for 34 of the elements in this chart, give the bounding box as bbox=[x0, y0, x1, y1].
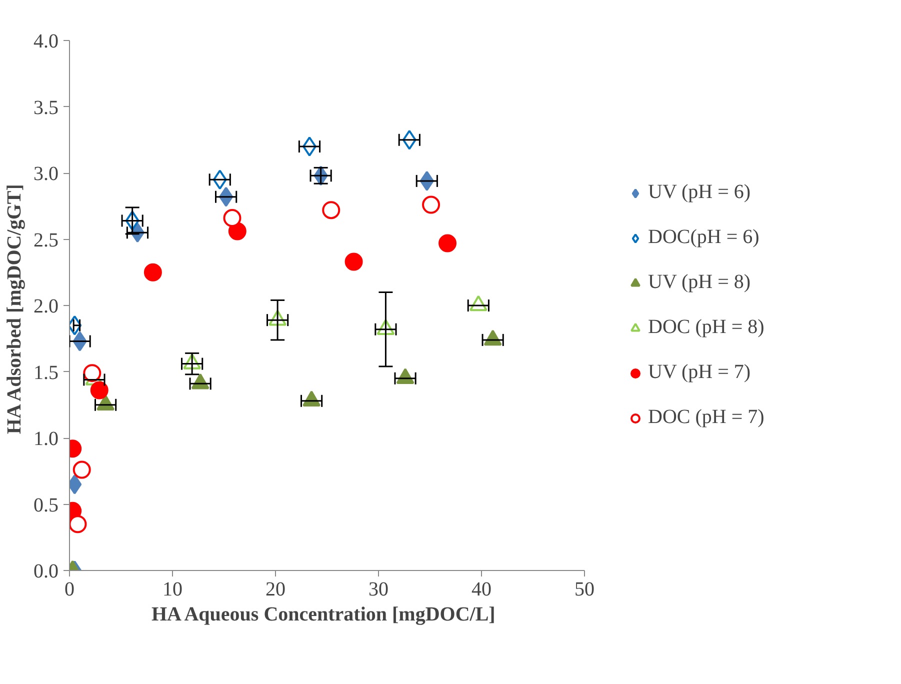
point bbox=[228, 222, 246, 240]
point bbox=[90, 381, 108, 400]
y-tick-label: 0.0 bbox=[34, 560, 58, 582]
point bbox=[72, 460, 91, 479]
y-tick-label: 3.5 bbox=[34, 96, 58, 119]
legend-label: UV (pH = 7) bbox=[648, 361, 751, 384]
legend-label: DOC (pH = 7) bbox=[648, 406, 764, 429]
point bbox=[422, 196, 440, 214]
point bbox=[322, 201, 340, 220]
y-tick-label: 2.0 bbox=[34, 296, 58, 318]
point bbox=[144, 263, 162, 282]
y-tick-label: 1.0 bbox=[34, 428, 58, 450]
legend-label: DOC (pH = 8) bbox=[648, 316, 764, 339]
y-tick-label: 1.5 bbox=[34, 362, 58, 384]
x-tick-label: 10 bbox=[162, 578, 182, 600]
point bbox=[344, 252, 363, 271]
y-tick-label: 4.0 bbox=[34, 30, 58, 52]
point bbox=[70, 515, 87, 534]
y-tick-label: 0.5 bbox=[34, 494, 58, 516]
y-axis-title: HA Adsorbed [mgDOC/gGT] bbox=[4, 184, 26, 434]
legend-label: UV (pH = 6) bbox=[648, 181, 751, 204]
x-tick-label: 20 bbox=[266, 578, 286, 600]
point bbox=[223, 209, 242, 228]
point bbox=[438, 234, 457, 252]
legend-label: DOC(pH = 6) bbox=[648, 226, 760, 249]
x-tick-label: 40 bbox=[472, 578, 492, 600]
x-tick-label: 30 bbox=[368, 578, 388, 600]
x-tick-label: 0 bbox=[64, 578, 74, 600]
x-tick-label: 50 bbox=[574, 578, 594, 600]
point bbox=[83, 364, 102, 382]
x-axis-title: HA Aqueous Concentration [mgDOC/L] bbox=[151, 604, 496, 626]
y-tick-label: 3.0 bbox=[34, 163, 58, 185]
legend-label: UV (pH = 8) bbox=[648, 271, 751, 294]
y-tick-label: 2.5 bbox=[34, 229, 58, 252]
